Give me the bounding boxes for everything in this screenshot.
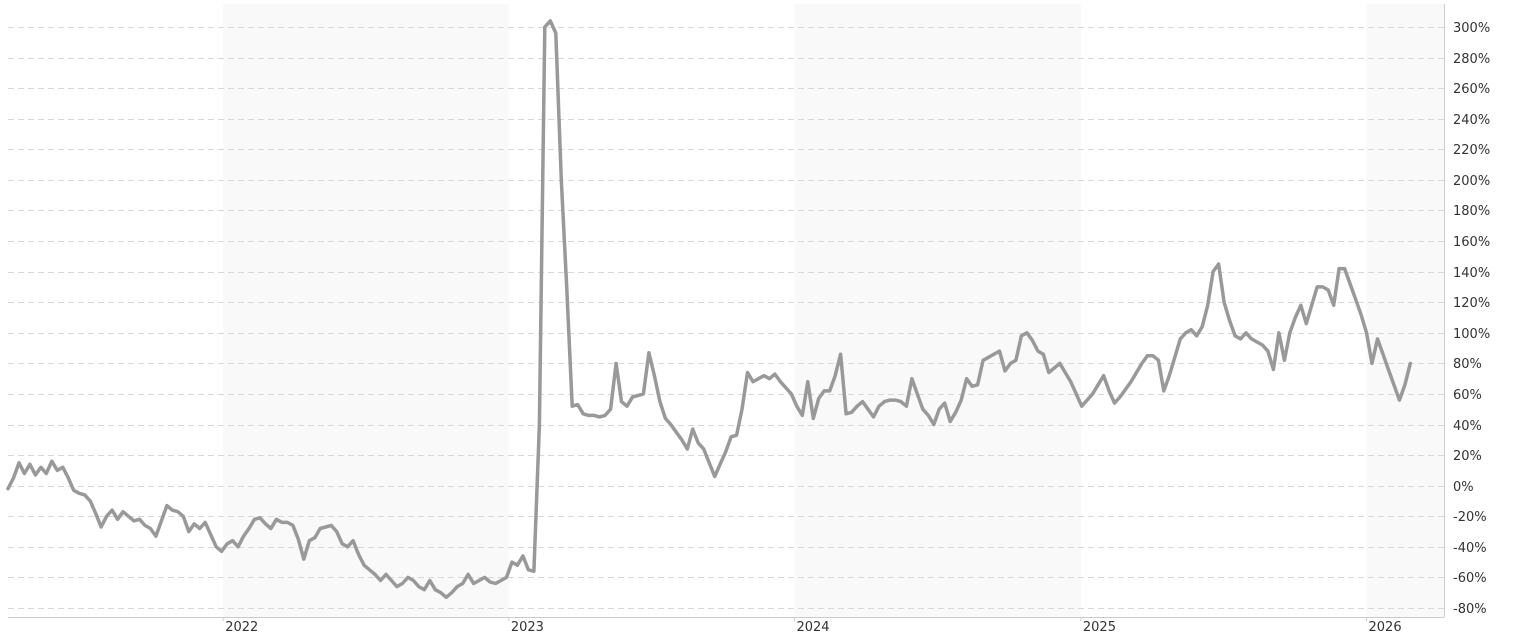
x-axis-tick-labels: 2022 2023 2024 2025 2026 xyxy=(225,620,1401,635)
year-band-2024 xyxy=(794,4,1081,617)
x-tick-label-2024: 2024 xyxy=(796,620,829,635)
axes xyxy=(8,4,1445,621)
y-tick-label: 220% xyxy=(1453,143,1490,158)
series-line-0 xyxy=(6,19,1413,600)
year-band-2026 xyxy=(1366,4,1444,617)
x-tick-label-2022: 2022 xyxy=(225,620,258,635)
y-tick-label: 260% xyxy=(1453,82,1490,97)
year-band-2022 xyxy=(223,4,509,617)
series-layer xyxy=(6,19,1413,600)
y-tick-label: -40% xyxy=(1453,541,1487,556)
x-tick-label-2023: 2023 xyxy=(511,620,544,635)
y-tick-label: -60% xyxy=(1453,571,1487,586)
y-tick-label: 120% xyxy=(1453,296,1490,311)
y-axis-tick-labels: 300% 280% 260% 240% 220% 200% 180% 160% 140% 120%… xyxy=(1453,21,1490,617)
y-tick-label: 160% xyxy=(1453,235,1490,250)
y-tick-label: -20% xyxy=(1453,510,1487,525)
y-tick-label: 60% xyxy=(1453,388,1482,403)
x-tick-label-2025: 2025 xyxy=(1083,620,1116,635)
y-tick-label: 240% xyxy=(1453,113,1490,128)
y-tick-label: 80% xyxy=(1453,357,1482,372)
x-tick-label-2026: 2026 xyxy=(1369,620,1402,635)
y-tick-label: 40% xyxy=(1453,419,1482,434)
y-tick-label: -80% xyxy=(1453,602,1487,617)
y-tick-label: 200% xyxy=(1453,174,1490,189)
y-tick-label: 300% xyxy=(1453,21,1490,36)
y-tick-label: 280% xyxy=(1453,52,1490,67)
y-tick-label: 20% xyxy=(1453,449,1482,464)
y-tick-label: 100% xyxy=(1453,327,1490,342)
year-shading-bands xyxy=(223,4,1444,617)
y-tick-label: 140% xyxy=(1453,266,1490,281)
y-tick-label: 0% xyxy=(1453,480,1474,495)
y-tick-label: 180% xyxy=(1453,204,1490,219)
